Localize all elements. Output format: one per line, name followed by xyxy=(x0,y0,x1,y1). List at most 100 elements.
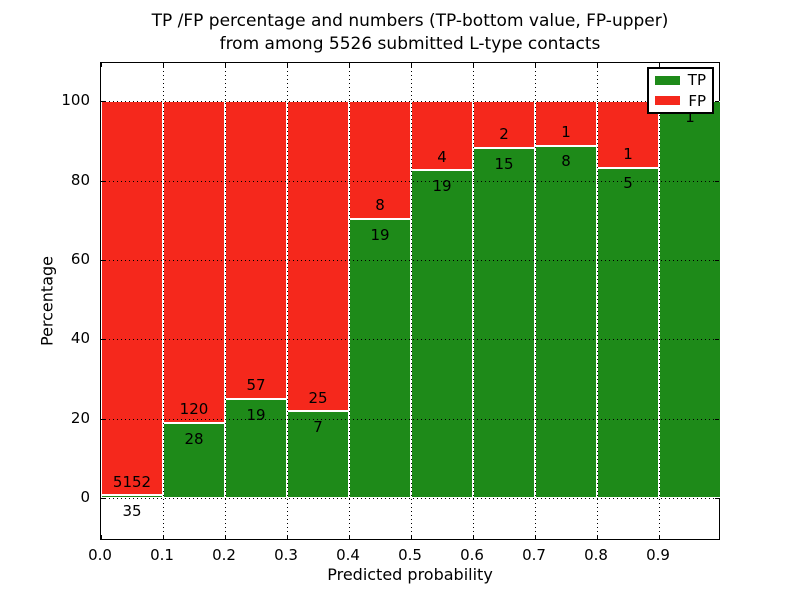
x-tick-mark-top xyxy=(225,63,226,67)
vertical-gridline xyxy=(535,63,536,539)
x-tick-mark-top xyxy=(287,63,288,67)
vertical-gridline xyxy=(597,63,598,539)
vertical-gridline xyxy=(349,63,350,539)
horizontal-gridline xyxy=(101,260,719,262)
tp-bar-segment xyxy=(411,170,473,499)
tp-legend-label: TP xyxy=(687,71,706,90)
y-tick-mark xyxy=(101,498,105,500)
vertical-gridline xyxy=(163,63,164,539)
x-tick-mark-top xyxy=(597,63,598,67)
x-tick-label: 0.6 xyxy=(460,546,484,564)
fp-count-label: 1 xyxy=(561,122,571,141)
x-tick-mark xyxy=(659,535,660,539)
x-tick-mark-top xyxy=(163,63,164,67)
tp-bar-segment xyxy=(349,219,411,499)
x-tick-mark xyxy=(101,535,102,539)
fp-count-label: 8 xyxy=(375,196,385,215)
chart-title-line2: from among 5526 submitted L-type contact… xyxy=(219,34,601,54)
x-tick-mark xyxy=(225,535,226,539)
x-tick-label: 0.2 xyxy=(212,546,236,564)
x-tick-label: 0.4 xyxy=(336,546,360,564)
legend: TP FP xyxy=(647,67,714,114)
horizontal-gridline xyxy=(101,498,719,500)
fp-count-label: 25 xyxy=(308,388,328,407)
fp-count-label: 2 xyxy=(499,125,509,144)
vertical-gridline xyxy=(287,63,288,539)
fp-count-label: 1 xyxy=(623,144,633,163)
tp-count-label: 28 xyxy=(184,429,204,448)
plot-area: 5152 35 120 28 57 19 25 7 8 19 4 19 2 15 1 8 1 5 1 xyxy=(100,62,721,540)
x-axis-label: Predicted probability xyxy=(327,565,493,584)
x-tick-label: 0.5 xyxy=(398,546,422,564)
legend-item-tp: TP xyxy=(655,71,706,89)
tp-bar-segment xyxy=(287,411,349,499)
x-tick-mark-top xyxy=(101,63,102,67)
fp-bar-segment xyxy=(535,101,597,146)
x-tick-label: 0.9 xyxy=(646,546,670,564)
fp-legend-swatch-icon xyxy=(655,96,681,106)
y-tick-label: 80 xyxy=(70,170,90,189)
x-tick-mark xyxy=(163,535,164,539)
x-tick-mark xyxy=(287,535,288,539)
horizontal-gridline xyxy=(101,101,719,103)
fp-bar-segment xyxy=(411,101,473,171)
tp-count-label: 8 xyxy=(561,152,571,171)
vertical-gridline xyxy=(411,63,412,539)
horizontal-gridline xyxy=(101,418,719,420)
y-tick-mark xyxy=(101,180,105,182)
chart-title: TP /FP percentage and numbers (TP-bottom… xyxy=(100,10,720,56)
x-tick-mark-top xyxy=(411,63,412,67)
fp-bar-segment xyxy=(287,101,349,412)
x-tick-mark xyxy=(349,535,350,539)
horizontal-gridline xyxy=(101,180,719,182)
tp-count-label: 19 xyxy=(370,225,390,244)
x-tick-mark xyxy=(535,535,536,539)
x-tick-label: 0.7 xyxy=(522,546,546,564)
fp-count-label: 120 xyxy=(179,400,209,419)
tp-count-label: 19 xyxy=(432,177,452,196)
y-tick-mark-right xyxy=(715,180,719,182)
vertical-gridline xyxy=(225,63,226,539)
fp-legend-label: FP xyxy=(688,91,706,110)
x-tick-label: 0.3 xyxy=(274,546,298,564)
x-tick-mark xyxy=(411,535,412,539)
tp-count-label: 7 xyxy=(313,418,323,437)
vertical-gridline xyxy=(659,63,660,539)
legend-item-fp: FP xyxy=(655,92,706,110)
x-tick-label: 0.8 xyxy=(584,546,608,564)
vertical-gridline xyxy=(473,63,474,539)
tp-count-label: 19 xyxy=(246,405,266,424)
y-tick-label: 0 xyxy=(80,488,90,507)
x-tick-mark xyxy=(473,535,474,539)
fp-bar-segment xyxy=(101,101,163,496)
x-tick-label: 0.1 xyxy=(150,546,174,564)
tp-bar-segment xyxy=(597,167,659,499)
y-tick-mark-right xyxy=(715,498,719,500)
y-tick-label: 20 xyxy=(70,408,90,427)
y-tick-label: 100 xyxy=(61,91,90,110)
y-tick-mark xyxy=(101,101,105,103)
y-tick-mark-right xyxy=(715,260,719,262)
tp-bar-segment xyxy=(101,495,163,499)
y-tick-mark-right xyxy=(715,418,719,420)
tp-bar-segment xyxy=(163,423,225,499)
fp-bar-segment xyxy=(163,101,225,424)
fp-count-label: 4 xyxy=(437,147,447,166)
x-tick-mark-top xyxy=(535,63,536,67)
tp-legend-swatch-icon xyxy=(655,75,680,85)
fp-bar-segment xyxy=(473,101,535,149)
fp-count-label: 57 xyxy=(246,376,266,395)
y-tick-label: 60 xyxy=(70,250,90,269)
horizontal-gridline xyxy=(101,339,719,341)
tp-bar-segment xyxy=(473,148,535,499)
chart-title-line1: TP /FP percentage and numbers (TP-bottom… xyxy=(151,11,669,31)
tp-count-label: 5 xyxy=(623,174,633,193)
y-tick-mark xyxy=(101,339,105,341)
tp-count-label: 35 xyxy=(122,502,142,521)
x-tick-label: 0.0 xyxy=(88,546,112,564)
tp-bar-segment xyxy=(659,101,721,499)
tp-bar-segment xyxy=(535,145,597,499)
y-tick-mark-right xyxy=(715,101,719,103)
y-tick-label: 40 xyxy=(70,329,90,348)
